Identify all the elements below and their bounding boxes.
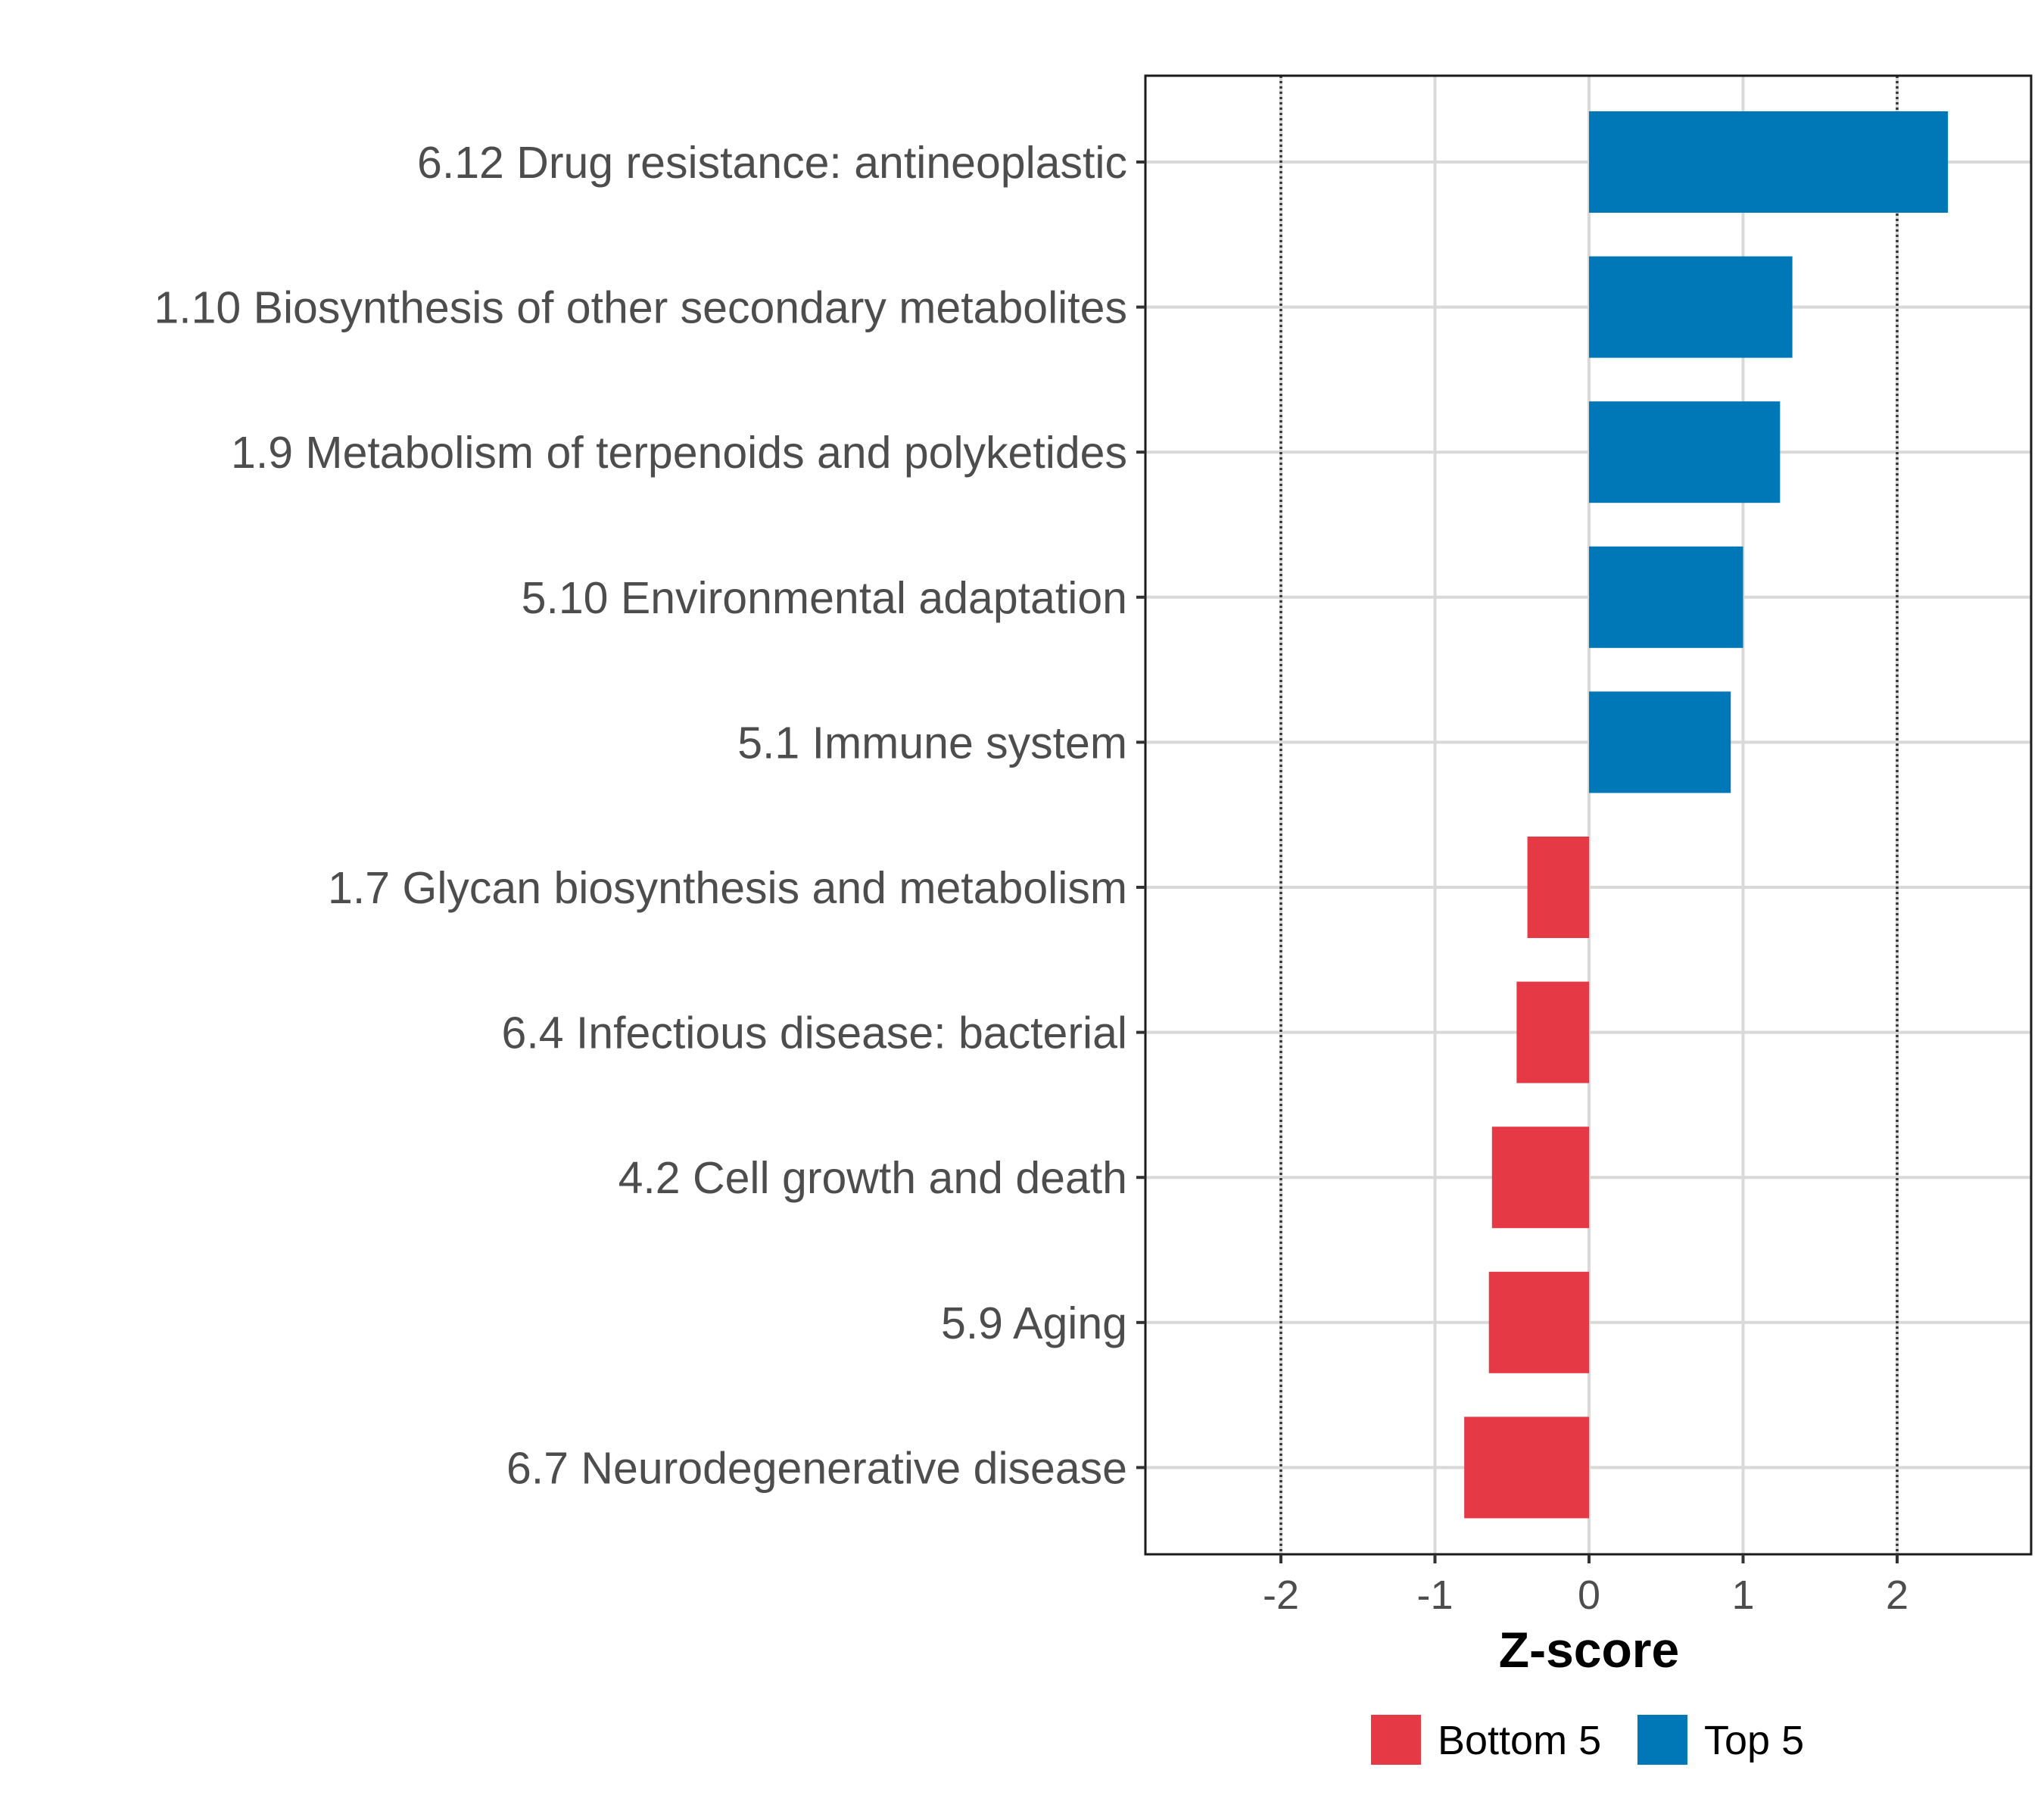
category-label: 4.2 Cell growth and death <box>618 1153 1127 1203</box>
legend-swatch <box>1371 1715 1421 1765</box>
x-tick-label: 0 <box>1578 1572 1600 1618</box>
x-tick-label: 1 <box>1731 1572 1754 1618</box>
category-label: 5.10 Environmental adaptation <box>522 573 1127 623</box>
category-label: 6.4 Infectious disease: bacterial <box>502 1008 1128 1058</box>
x-tick-label: 2 <box>1886 1572 1908 1618</box>
category-label: 1.9 Metabolism of terpenoids and polyket… <box>231 428 1127 478</box>
x-tick-label: -1 <box>1416 1572 1453 1618</box>
bar <box>1464 1417 1589 1519</box>
legend-swatch <box>1637 1715 1687 1765</box>
category-label: 6.7 Neurodegenerative disease <box>506 1443 1127 1493</box>
category-label: 5.1 Immune system <box>737 718 1127 768</box>
bars <box>1464 111 1949 1519</box>
x-tick-label: -2 <box>1263 1572 1299 1618</box>
bar <box>1488 1271 1589 1373</box>
legend-label: Top 5 <box>1704 1718 1804 1763</box>
legend: Bottom 5 Top 5 <box>1371 1715 1804 1765</box>
category-label: 1.7 Glycan biosynthesis and metabolism <box>328 863 1127 913</box>
bar <box>1516 981 1589 1083</box>
category-label: 6.12 Drug resistance: antineoplastic <box>417 138 1127 188</box>
bar <box>1589 401 1781 503</box>
x-axis: -2 -1 0 1 2 <box>1263 1554 1908 1618</box>
bar <box>1527 837 1589 938</box>
bar <box>1589 256 1793 358</box>
x-axis-title: Z-score <box>1499 1622 1679 1678</box>
y-axis: 6.12 Drug resistance: antineoplastic 1.10… <box>154 138 1145 1493</box>
category-label: 1.10 Biosynthesis of other secondary met… <box>154 283 1127 333</box>
bar <box>1589 546 1743 648</box>
category-label: 5.9 Aging <box>941 1298 1127 1348</box>
bar <box>1589 691 1731 793</box>
legend-label: Bottom 5 <box>1438 1718 1601 1763</box>
bar <box>1491 1127 1589 1229</box>
bar <box>1589 111 1949 213</box>
